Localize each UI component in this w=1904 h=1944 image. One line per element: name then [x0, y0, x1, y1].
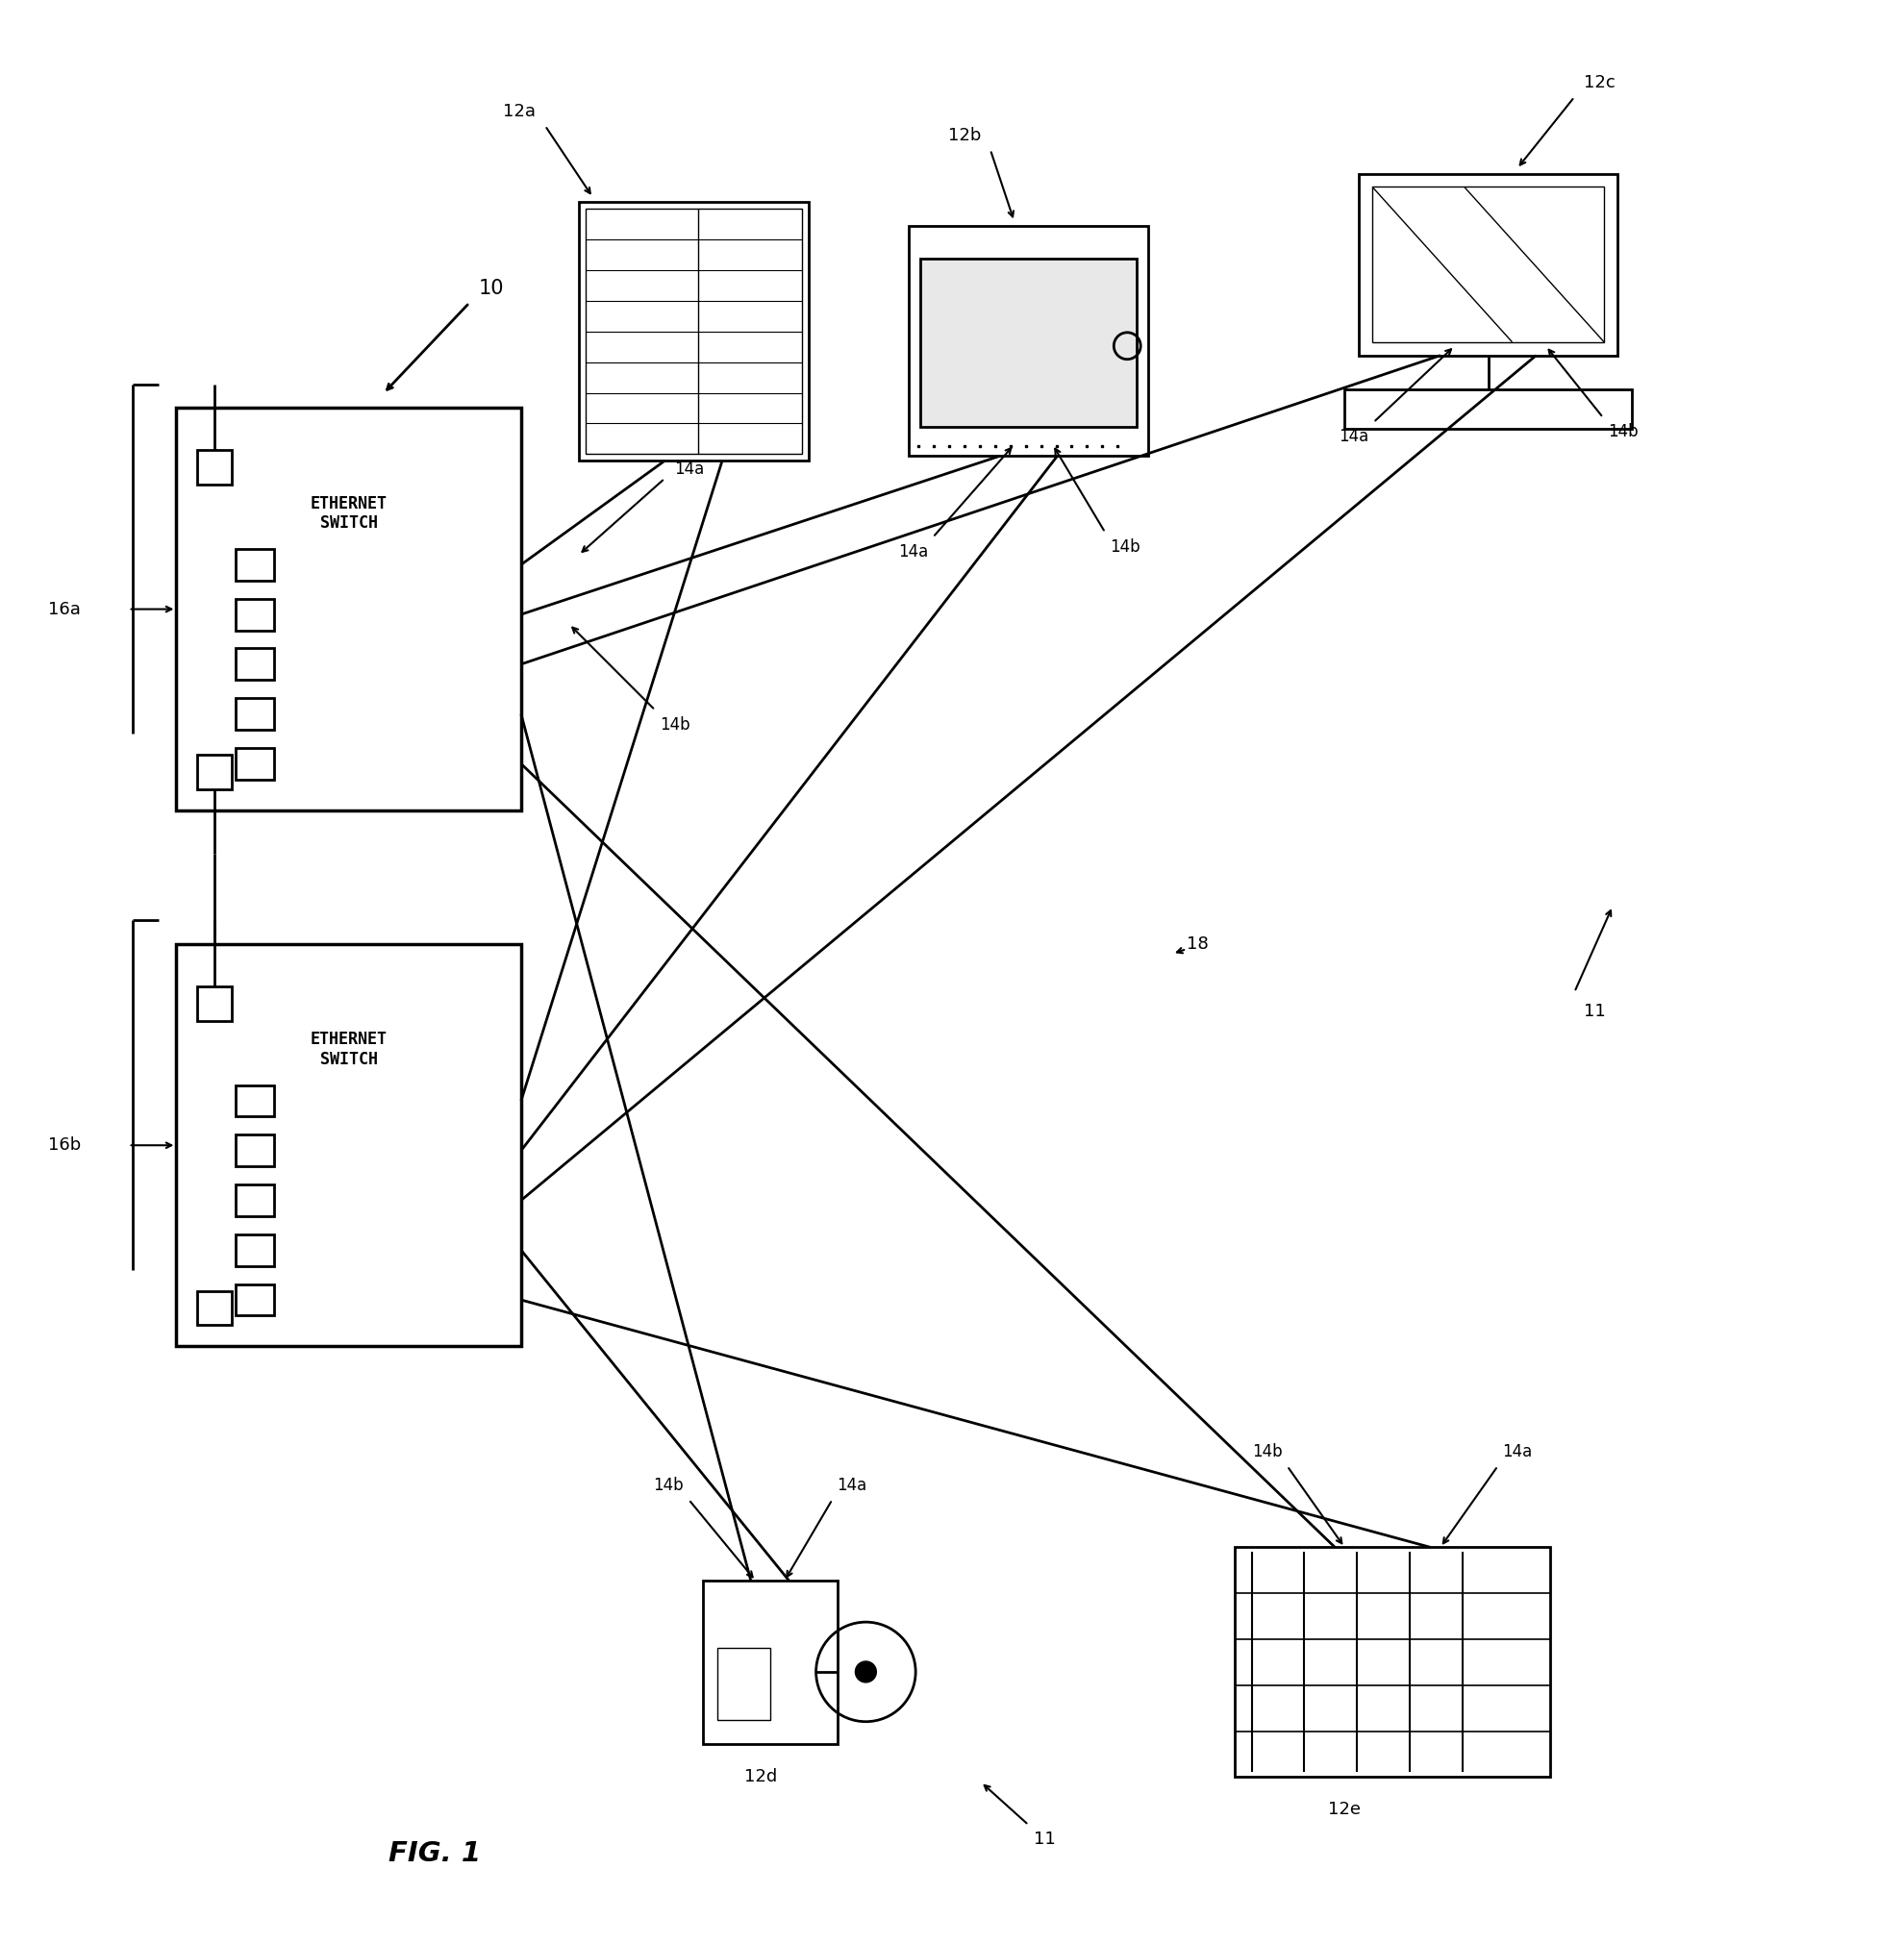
Bar	[177, 945, 522, 1347]
Text: 12c: 12c	[1584, 74, 1615, 91]
Text: FIG. 1: FIG. 1	[388, 1841, 482, 1866]
Text: 14b: 14b	[1607, 424, 1637, 441]
Text: 14b: 14b	[659, 715, 689, 733]
Bar	[236, 698, 274, 729]
Text: 16a: 16a	[48, 601, 80, 618]
Bar	[236, 1184, 274, 1217]
Bar	[579, 202, 807, 461]
Text: 14a: 14a	[836, 1477, 866, 1493]
Text: 12a: 12a	[503, 103, 535, 121]
Text: 14b: 14b	[1110, 538, 1140, 556]
Text: 14a: 14a	[674, 461, 704, 478]
Text: 12e: 12e	[1327, 1800, 1359, 1818]
Text: 18: 18	[1186, 935, 1207, 953]
Bar	[1371, 187, 1603, 342]
Bar	[198, 451, 232, 484]
Text: 14b: 14b	[1251, 1442, 1281, 1460]
Bar	[236, 599, 274, 630]
Bar	[177, 408, 522, 811]
Bar	[198, 754, 232, 789]
Bar	[198, 986, 232, 1021]
Text: 12d: 12d	[744, 1767, 777, 1785]
Circle shape	[855, 1662, 876, 1682]
Text: 14a: 14a	[897, 542, 927, 560]
Text: 11: 11	[1032, 1831, 1055, 1849]
Text: 14b: 14b	[653, 1477, 684, 1493]
Text: 10: 10	[478, 278, 505, 297]
Bar	[236, 748, 274, 780]
Bar	[908, 226, 1148, 457]
Bar	[236, 649, 274, 680]
Bar	[236, 1085, 274, 1116]
Bar	[920, 259, 1137, 428]
Text: 11: 11	[1584, 1003, 1605, 1021]
Bar	[236, 1135, 274, 1166]
Text: ETHERNET
SWITCH: ETHERNET SWITCH	[310, 1030, 387, 1067]
Bar	[236, 1234, 274, 1266]
Bar	[1344, 389, 1632, 430]
Bar	[236, 1285, 274, 1316]
Bar	[1234, 1547, 1550, 1777]
Bar	[703, 1580, 836, 1744]
Text: 16b: 16b	[48, 1137, 80, 1155]
Text: 14a: 14a	[1339, 428, 1367, 445]
Bar	[198, 1291, 232, 1326]
Text: 12b: 12b	[946, 126, 981, 144]
Bar	[718, 1649, 769, 1720]
Bar	[1358, 173, 1616, 356]
Bar	[585, 208, 802, 455]
Text: ETHERNET
SWITCH: ETHERNET SWITCH	[310, 496, 387, 533]
Text: 14a: 14a	[1502, 1442, 1533, 1460]
Bar	[236, 548, 274, 581]
